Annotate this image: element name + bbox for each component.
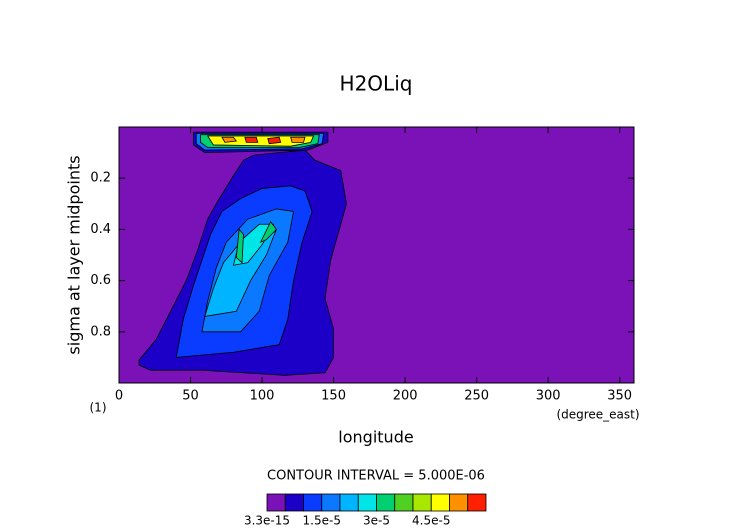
contour-interval: CONTOUR INTERVAL = 5.000E-06 <box>267 469 485 484</box>
colorbar-swatch <box>430 493 450 512</box>
x-tick-label: 150 <box>321 389 346 404</box>
colorbar-swatch <box>394 493 414 512</box>
contour-region <box>290 136 306 143</box>
contour-region <box>267 136 282 145</box>
x-tick-label: 100 <box>250 389 275 404</box>
y-axis-label: sigma at layer midpoints <box>65 155 84 354</box>
y-tick-label: 0.2 <box>90 171 111 186</box>
contour-region <box>221 136 238 143</box>
colorbar-swatch <box>357 493 377 512</box>
colorbar-label: 3e-5 <box>363 514 390 528</box>
chart-title: H2OLiq <box>340 72 413 96</box>
x-tick-label: 200 <box>393 389 418 404</box>
colorbar-swatch <box>321 493 341 512</box>
x-axis-label: longitude <box>338 428 413 447</box>
x-tick-label: 300 <box>536 389 561 404</box>
colorbar-swatch <box>303 493 323 512</box>
colorbar-label: 1.5e-5 <box>303 514 341 528</box>
plot-frame <box>118 126 635 384</box>
contour-region <box>235 228 244 264</box>
colorbar-swatch <box>284 493 304 512</box>
contour-region <box>244 136 259 143</box>
contour-region <box>259 220 277 244</box>
x-tick-label: 250 <box>464 389 489 404</box>
colorbar-swatch <box>412 493 432 512</box>
colorbar-swatch <box>467 493 487 512</box>
colorbar-swatch <box>376 493 396 512</box>
x-tick-label: 50 <box>182 389 199 404</box>
x-tick-label: 350 <box>607 389 632 404</box>
x-unit: (degree_east) <box>556 408 639 422</box>
colorbar-label: 4.5e-5 <box>412 514 450 528</box>
x-tick-label: 0 <box>115 389 123 404</box>
colorbar-swatch <box>266 493 286 512</box>
y-unit: (1) <box>90 401 107 415</box>
colorbar-label: 3.3e-15 <box>244 514 290 528</box>
y-tick-label: 0.8 <box>90 324 111 339</box>
y-tick-label: 0.4 <box>90 222 111 237</box>
colorbar-swatch <box>449 493 469 512</box>
colorbar-swatch <box>339 493 359 512</box>
y-tick-label: 0.6 <box>90 273 111 288</box>
